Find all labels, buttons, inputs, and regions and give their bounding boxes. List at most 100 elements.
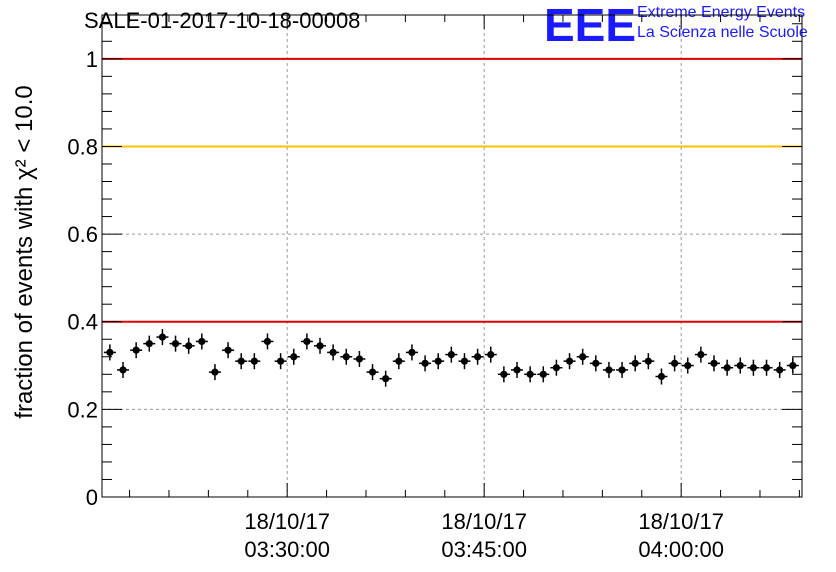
data-point [117,361,130,378]
x-tick-label-date: 18/10/17 [244,509,330,534]
data-point [248,353,261,370]
data-marker [605,366,613,374]
data-point [103,344,116,361]
data-marker [368,368,377,376]
data-marker [171,340,180,348]
data-point [300,333,313,350]
data-marker [395,357,403,365]
data-marker [224,346,232,354]
x-tick-label-time: 03:30:00 [244,537,330,562]
data-marker [657,372,666,381]
data-point [471,348,484,365]
data-point [156,329,169,346]
data-marker [526,370,534,378]
data-marker [592,359,600,367]
data-marker [723,364,731,372]
data-marker [158,333,167,341]
data-marker [211,368,219,376]
data-point [392,353,405,370]
data-marker [684,361,692,370]
data-marker [106,348,114,356]
data-point [550,359,563,376]
data-point [366,364,379,381]
data-marker [789,361,797,370]
y-tick-label: 0.4 [67,310,98,335]
data-point [182,337,195,354]
data-marker [618,366,626,374]
data-marker [434,357,442,365]
data-point [602,361,615,378]
data-point [340,348,353,365]
data-point [616,361,629,378]
data-marker [329,348,337,356]
x-tick-label-time: 03:45:00 [441,537,527,562]
data-point [208,364,221,381]
data-point [511,361,524,378]
data-point [287,348,300,365]
data-point [747,359,760,376]
data-point [195,333,208,350]
data-point [524,366,537,383]
data-marker [119,366,127,374]
data-point [445,346,458,363]
data-point [773,361,786,378]
data-point [235,353,248,370]
data-marker [671,359,679,367]
y-tick-label: 0 [86,485,98,510]
data-point [721,359,734,376]
data-point [694,346,707,363]
data-marker [513,366,521,374]
data-marker [539,370,547,378]
data-marker [342,353,350,361]
x-tick-label-date: 18/10/17 [441,509,527,534]
data-marker [421,359,429,367]
data-marker [263,337,272,346]
data-marker [237,357,245,365]
data-point [379,370,392,387]
axis-ticks [102,15,802,498]
plot-frame [101,14,803,498]
eee-logo-mark: EEE [544,0,637,51]
data-point [576,348,589,365]
data-marker [631,359,639,367]
data-point [169,335,182,352]
reference-lines [102,57,802,323]
data-marker [132,346,140,354]
data-marker [697,350,705,359]
x-axis-tick-labels: 18/10/17 03:30:00 18/10/17 03:45:00 18/10/17… [244,509,724,562]
data-marker [447,350,455,359]
data-marker [710,359,718,367]
data-marker [474,353,482,361]
logo-line-project: Extreme Energy Events [637,4,806,21]
data-point [353,350,366,367]
data-marker [487,350,495,359]
data-marker [198,337,206,346]
data-point [668,355,681,372]
y-tick-label: 0.2 [67,397,98,422]
y-axis-tick-labels: 0 0.2 0.4 0.6 0.8 1 [67,47,98,510]
data-marker [277,357,285,365]
data-point [786,357,799,374]
data-point [458,353,471,370]
data-point [314,337,327,354]
data-point [629,355,642,372]
y-axis-label: fraction of events with χ² < 10.0 [11,85,38,418]
y-tick-label: 0.6 [67,222,98,247]
data-point [130,342,143,359]
data-point [537,366,550,383]
data-marker [250,357,258,365]
data-marker [500,370,508,378]
data-marker [185,342,193,350]
y-tick-label: 1 [86,47,98,72]
data-points [103,329,799,387]
data-marker [776,366,784,374]
data-point [563,353,576,370]
data-marker [762,364,771,372]
data-marker [382,375,390,383]
data-point [405,344,418,361]
data-point [419,355,432,372]
data-marker [644,357,652,365]
data-marker [145,340,153,348]
data-marker [579,353,587,361]
